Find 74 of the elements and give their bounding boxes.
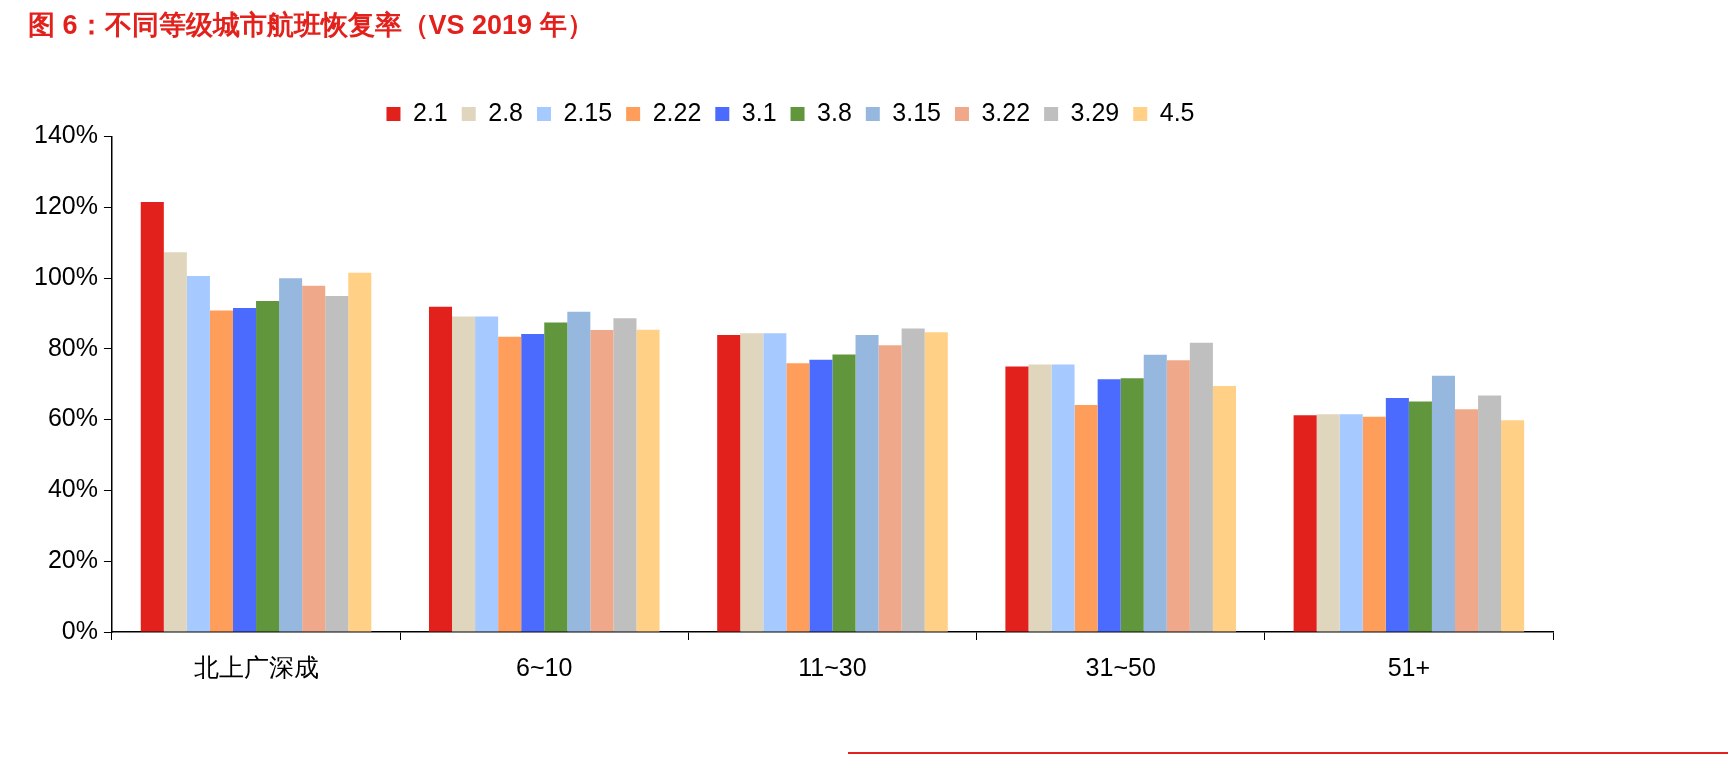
legend-label: 4.5 <box>1159 97 1195 126</box>
y-tick-label: 40% <box>47 474 98 503</box>
bar <box>1189 342 1213 632</box>
legend-label: 3.29 <box>1070 97 1120 126</box>
bar <box>590 330 614 632</box>
legend-label: 2.22 <box>652 97 702 126</box>
y-tick-label: 100% <box>33 261 98 290</box>
bar <box>279 278 303 632</box>
bar <box>1455 409 1479 632</box>
bar <box>855 334 879 632</box>
legend-label: 3.8 <box>817 97 852 126</box>
bar <box>498 336 522 632</box>
legend-label: 3.1 <box>741 97 777 126</box>
bar <box>1074 405 1098 632</box>
bar <box>1385 398 1409 632</box>
y-tick-label: 140% <box>33 120 98 149</box>
bar <box>1120 378 1144 632</box>
bar <box>1362 416 1386 632</box>
legend-label: 3.15 <box>892 97 941 126</box>
bar <box>232 308 257 632</box>
bar <box>475 316 499 632</box>
bar <box>521 333 545 632</box>
x-tick-label: 6~10 <box>516 652 573 681</box>
bar <box>1501 420 1525 632</box>
bar <box>302 285 326 632</box>
legend-label: 2.8 <box>488 97 523 126</box>
y-tick-label: 0% <box>61 615 98 644</box>
bar <box>325 296 349 632</box>
bar <box>1316 414 1340 632</box>
bar <box>613 318 637 632</box>
legend-label: 2.15 <box>563 97 613 126</box>
y-tick-label: 20% <box>47 545 98 574</box>
bar <box>1408 401 1432 632</box>
bar <box>428 306 453 632</box>
chart-title: 图 6：不同等级城市航班恢复率（VS 2019 年） <box>28 9 594 40</box>
bar <box>452 316 476 632</box>
bar <box>832 354 856 632</box>
bar <box>1478 395 1502 632</box>
bar <box>1051 364 1075 632</box>
bar <box>878 345 902 632</box>
bar <box>1097 379 1121 632</box>
bar <box>901 328 925 632</box>
bar <box>1431 375 1456 632</box>
bar <box>544 322 568 632</box>
bar <box>567 311 591 632</box>
bar <box>924 332 948 632</box>
y-tick-label: 120% <box>33 191 98 220</box>
bar <box>209 310 233 632</box>
bar <box>1005 366 1029 632</box>
x-tick-label: 北上广深成 <box>193 652 319 681</box>
bar <box>163 252 187 632</box>
bar <box>1028 364 1052 632</box>
bar <box>186 275 210 632</box>
bar <box>1339 414 1363 632</box>
legend-label: 3.22 <box>981 97 1031 126</box>
bar <box>1293 415 1317 632</box>
bar <box>1166 360 1190 632</box>
bar <box>636 329 660 632</box>
x-tick-label: 11~30 <box>798 652 867 681</box>
bar <box>1143 354 1167 632</box>
bar <box>717 334 741 632</box>
bar <box>786 363 810 632</box>
legend-label: 2.1 <box>412 97 448 126</box>
bar <box>256 301 280 632</box>
y-tick-label: 60% <box>47 403 98 432</box>
bar <box>740 333 764 632</box>
bar <box>763 333 787 632</box>
x-tick-label: 31~50 <box>1085 652 1156 681</box>
bar <box>1212 385 1236 632</box>
bar <box>140 201 164 632</box>
y-tick-label: 80% <box>47 332 98 361</box>
bar <box>809 359 833 632</box>
x-tick-label: 51+ <box>1387 652 1431 681</box>
bar <box>348 272 372 632</box>
